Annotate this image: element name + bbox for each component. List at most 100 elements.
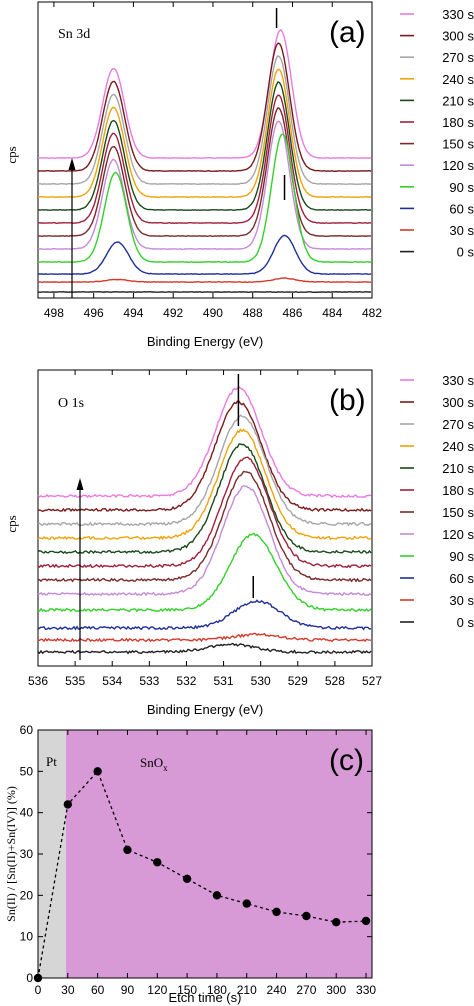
panel-c-data-point — [182, 874, 192, 883]
panel-a-legend-label: 270 s — [442, 50, 474, 65]
panel-b-series-line-60s — [37, 599, 372, 631]
panel-a-markers — [275, 8, 286, 200]
panel-a-series-line-210s — [37, 80, 372, 212]
panel-a-series-line-240s — [37, 68, 371, 199]
panel-c-y-tick-label: 10 — [20, 930, 34, 944]
panel-b-x-tick-label: 531 — [214, 674, 234, 688]
panel-b-markers — [237, 374, 254, 598]
panel-a-legend-label: 210 s — [442, 93, 474, 108]
panel-c-data-point — [242, 899, 251, 908]
panel-b-x-tick-label: 528 — [325, 674, 345, 688]
panel-b-curves — [37, 386, 372, 655]
panel-c-y-tick-label: 0 — [26, 971, 33, 985]
panel-b-legend-label: 300 s — [442, 395, 474, 410]
panel-c-y-label: Sn(II) / [Sn(II)+Sn(IV)] (%) — [4, 786, 18, 922]
panel-c-ticks: 0 30 60 90 120 150 180 210 240 270 300 330 0 10 20 30 40… — [20, 723, 377, 997]
plot-a-frame — [37, 1, 373, 299]
panel-c-x-tick-label: 330 — [356, 983, 376, 997]
panel-a-legend-label: 330 s — [442, 7, 474, 22]
panel-c-y-tick-label: 60 — [20, 723, 34, 737]
panel-a-arrow — [68, 158, 76, 298]
plot-b-frame — [37, 369, 373, 667]
panel-c-x-tick-label: 90 — [121, 983, 135, 997]
panel-b-y-label: cps — [4, 515, 19, 532]
region-label-pt: Pt — [46, 754, 57, 769]
panel-b-legend-label: 180 s — [442, 483, 474, 498]
panel-a-legend-label: 240 s — [442, 72, 474, 87]
panel-c-regions — [38, 730, 372, 978]
panel-c-x-tick-label: 0 — [35, 983, 42, 997]
panel-c: 0 30 60 90 120 150 180 210 240 270 300 330 0 10 20 30 40… — [4, 723, 376, 1005]
panel-c-x-tick-label: 120 — [147, 983, 167, 997]
panel-a-series-line-60s — [37, 234, 372, 276]
panel-a-tag: (a) — [329, 16, 366, 49]
panel-b-legend-label: 270 s — [442, 417, 474, 432]
panel-a-x-label: Binding Energy (eV) — [147, 334, 263, 349]
panel-b-series-line-180s — [37, 456, 372, 569]
panel-c-y-tick-label: 20 — [20, 888, 34, 902]
panel-a-x-tick-label: 496 — [84, 306, 104, 320]
panel-c-x-tick-label: 300 — [326, 983, 346, 997]
region-snox — [65, 730, 372, 978]
panel-a-x-tick-label: 494 — [123, 306, 143, 320]
panel-b-series-line-240s — [37, 428, 372, 541]
panel-c-series — [33, 767, 371, 983]
panel-b-series-line-210s — [37, 443, 372, 555]
panel-b-series-line-30s — [38, 632, 372, 643]
panel-b-arrow — [76, 478, 84, 660]
panel-a-x-tick-label: 492 — [163, 306, 183, 320]
panel-b-x-tick-label: 536 — [28, 674, 48, 688]
panel-a-legend-label: 90 s — [449, 180, 474, 195]
panel-b-x-tick-label: 530 — [251, 674, 271, 688]
panel-a-legend-label: 30 s — [449, 223, 474, 238]
panel-c-data-point — [33, 973, 43, 983]
panel-b: 536 535 534 533 532 531 530 529 528 527 (b) O 1s … — [4, 369, 474, 717]
panel-a-series-line-0s — [37, 290, 372, 294]
panel-c-y-tick-label: 30 — [20, 847, 34, 861]
panel-b-legend: 330 s 300 s 270 s 240 s 210 s 180 s 150 s 120 s… — [400, 373, 474, 630]
panel-b-series-line-150s — [37, 470, 372, 583]
panel-c-data-point — [302, 911, 311, 921]
panel-b-x-ticks: 536 535 534 533 532 531 530 529 528 527 — [28, 370, 382, 688]
panel-a-series-line-150s — [37, 107, 371, 238]
panel-c-y-tick-label: 40 — [20, 806, 34, 820]
panel-c-data-point — [212, 891, 222, 900]
panel-b-legend-label: 90 s — [449, 549, 474, 564]
panel-b-x-tick-label: 529 — [288, 674, 308, 688]
panel-c-data-point — [123, 845, 132, 855]
panel-a-legend-label: 300 s — [442, 29, 474, 44]
panel-a-series-line-300s — [37, 42, 372, 173]
panel-b-series-line-90s — [37, 532, 372, 613]
panel-b-legend-label: 150 s — [442, 505, 474, 520]
panel-c-x-tick-label: 240 — [267, 983, 287, 997]
panel-a-series-line-180s — [38, 94, 372, 225]
panel-c-x-tick-label: 150 — [177, 983, 197, 997]
panel-b-x-tick-label: 533 — [139, 674, 159, 688]
panel-c-x-tick-label: 60 — [91, 983, 105, 997]
panel-a-legend: 330 s 300 s 270 s 240 s 210 s 180 s 150 s 120 s… — [400, 7, 474, 260]
panel-a-series-line-120s — [37, 120, 372, 251]
panel-c-data-point — [153, 858, 162, 867]
panel-c-x-tick-label: 30 — [61, 983, 75, 997]
plot-c-frame — [37, 729, 373, 979]
region-label-snox-main: SnO — [140, 755, 163, 770]
panel-a-series-line-30s — [37, 277, 371, 284]
panel-c-data-point — [361, 916, 371, 926]
panel-b-series-line-120s — [37, 485, 372, 597]
region-label-snox: SnOx — [140, 755, 168, 773]
panel-b-x-tick-label: 534 — [102, 674, 122, 688]
panel-c-data-point — [272, 907, 281, 917]
panel-a-series-line-270s — [37, 54, 372, 186]
panel-b-x-tick-label: 532 — [176, 674, 196, 688]
panel-b-series-line-330s — [37, 386, 372, 499]
panel-b-x-tick-label: 535 — [65, 674, 85, 688]
panel-a-annotation: Sn 3d — [58, 27, 90, 42]
panel-b-series-line-300s — [37, 400, 372, 513]
panel-a-legend-label: 120 s — [442, 158, 474, 173]
panel-a-x-tick-label: 488 — [243, 306, 263, 320]
panel-b-series-line-0s — [37, 642, 372, 655]
panel-c-data-point — [63, 800, 73, 809]
panel-a-x-ticks: 498 496 494 492 490 488 486 484 482 — [44, 2, 382, 320]
panel-b-legend-label: 240 s — [442, 439, 474, 454]
panel-b-series-line-270s — [37, 414, 372, 527]
